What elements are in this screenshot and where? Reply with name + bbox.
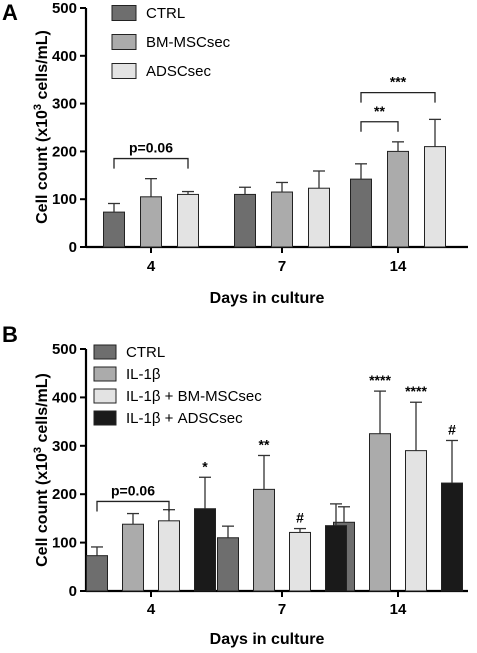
y-tick-label: 300 <box>52 438 77 455</box>
y-tick-label: 0 <box>69 583 77 600</box>
legend-label: IL-1β + ADSCsec <box>126 410 243 427</box>
bracket-label: *** <box>390 74 407 90</box>
bar <box>441 482 463 592</box>
bar <box>103 211 125 248</box>
bracket-label: p=0.06 <box>111 482 155 498</box>
y-tick-label: 0 <box>69 239 77 256</box>
significance-label: **** <box>369 372 391 388</box>
x-tick-label: 7 <box>278 601 286 618</box>
legend-label: IL-1β + BM-MSCsec <box>126 388 262 405</box>
y-tick-label: 100 <box>52 535 77 552</box>
significance-bracket <box>360 121 399 132</box>
bar <box>217 537 239 592</box>
legend-swatch <box>93 366 117 382</box>
bar <box>308 187 330 248</box>
panel-a-letter: A <box>2 0 18 25</box>
bar <box>122 523 144 592</box>
y-tick-label: 500 <box>52 341 77 358</box>
legend-label: CTRL <box>126 344 165 361</box>
bar <box>424 146 446 248</box>
y-axis-title: Cell count (x103 cells/mL) <box>32 30 51 224</box>
panel-a: A 0 100 200 300 400 500 4 7 14 Days in culture Cel… <box>2 0 468 307</box>
y-tick-label: 400 <box>52 389 77 406</box>
legend-swatch <box>111 63 137 79</box>
significance-label: ** <box>259 436 270 452</box>
x-tick-label: 4 <box>147 601 156 618</box>
bar <box>253 488 275 592</box>
bar <box>289 531 311 592</box>
legend-swatch <box>93 388 117 404</box>
y-tick-label: 200 <box>52 486 77 503</box>
bar <box>158 520 180 592</box>
bracket-label: ** <box>374 103 385 119</box>
x-axis-title: Days in culture <box>210 631 325 648</box>
bar <box>194 508 216 592</box>
bar <box>177 193 199 248</box>
bar <box>405 450 427 592</box>
legend-label: BM-MSCsec <box>146 34 231 51</box>
legend-label: IL-1β <box>126 366 161 383</box>
x-tick-label: 7 <box>278 258 286 275</box>
x-axis-title: Days in culture <box>210 290 325 307</box>
legend-swatch <box>93 344 117 360</box>
significance-label: **** <box>405 383 427 399</box>
bar <box>86 555 108 592</box>
y-tick-label: 400 <box>52 48 77 65</box>
y-tick-label: 300 <box>52 96 77 113</box>
bar <box>387 150 409 248</box>
legend-swatch <box>111 5 137 21</box>
legend-label: CTRL <box>146 5 185 22</box>
legend-label: ADSCsec <box>146 63 212 80</box>
y-tick-label: 100 <box>52 191 77 208</box>
significance-bracket <box>96 500 170 512</box>
x-tick-label: 4 <box>147 258 156 275</box>
bar <box>271 191 293 248</box>
panel-b: B 0 100 200 300 400 500 4 7 14 Days in culture Cel… <box>2 322 468 648</box>
significance-label: * <box>202 458 208 474</box>
bar <box>325 525 347 592</box>
x-tick-label: 14 <box>390 601 407 618</box>
bar <box>369 433 391 592</box>
y-tick-label: 200 <box>52 143 77 160</box>
y-tick-label: 500 <box>52 0 77 17</box>
bar <box>140 196 162 248</box>
x-tick-label: 14 <box>390 258 407 275</box>
significance-bracket <box>360 91 436 103</box>
bracket-label: p=0.06 <box>129 140 173 156</box>
legend-swatch <box>93 410 117 426</box>
significance-label: # <box>448 421 456 437</box>
significance-label: # <box>296 510 304 526</box>
bar <box>234 193 256 248</box>
bar <box>350 178 372 248</box>
legend-swatch <box>111 34 137 50</box>
y-axis-title: Cell count (x103 cells/mL) <box>32 373 51 567</box>
significance-bracket <box>113 157 189 169</box>
panel-b-letter: B <box>2 322 18 347</box>
